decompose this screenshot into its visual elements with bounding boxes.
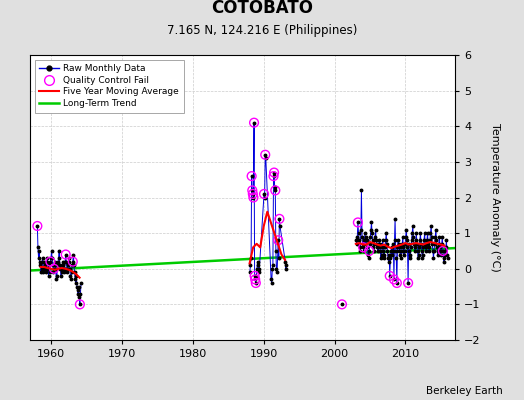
Point bbox=[274, 237, 282, 244]
Point bbox=[270, 169, 278, 176]
Text: COTOBATO: COTOBATO bbox=[211, 0, 313, 17]
Point bbox=[439, 248, 447, 254]
Text: Berkeley Earth: Berkeley Earth bbox=[427, 386, 503, 396]
Point bbox=[269, 173, 278, 179]
Point bbox=[386, 273, 394, 279]
Point bbox=[248, 187, 256, 194]
Point bbox=[260, 191, 268, 197]
Point bbox=[251, 276, 259, 283]
Point bbox=[390, 276, 398, 283]
Point bbox=[271, 187, 279, 194]
Legend: Raw Monthly Data, Quality Control Fail, Five Year Moving Average, Long-Term Tren: Raw Monthly Data, Quality Control Fail, … bbox=[35, 60, 184, 113]
Point bbox=[261, 152, 269, 158]
Point bbox=[365, 248, 373, 254]
Point bbox=[250, 273, 259, 279]
Text: 7.165 N, 124.216 E (Philippines): 7.165 N, 124.216 E (Philippines) bbox=[167, 24, 357, 37]
Point bbox=[247, 173, 256, 179]
Point bbox=[392, 280, 401, 286]
Point bbox=[354, 219, 362, 226]
Point bbox=[338, 301, 346, 308]
Point bbox=[50, 266, 58, 272]
Point bbox=[75, 301, 84, 308]
Point bbox=[69, 258, 77, 265]
Y-axis label: Temperature Anomaly (°C): Temperature Anomaly (°C) bbox=[490, 123, 500, 272]
Point bbox=[61, 251, 70, 258]
Point bbox=[249, 191, 257, 197]
Point bbox=[275, 216, 283, 222]
Point bbox=[359, 244, 367, 250]
Point bbox=[33, 223, 41, 229]
Point bbox=[46, 258, 54, 265]
Point bbox=[252, 280, 260, 286]
Point bbox=[249, 194, 258, 201]
Point bbox=[404, 280, 412, 286]
Point bbox=[250, 120, 258, 126]
